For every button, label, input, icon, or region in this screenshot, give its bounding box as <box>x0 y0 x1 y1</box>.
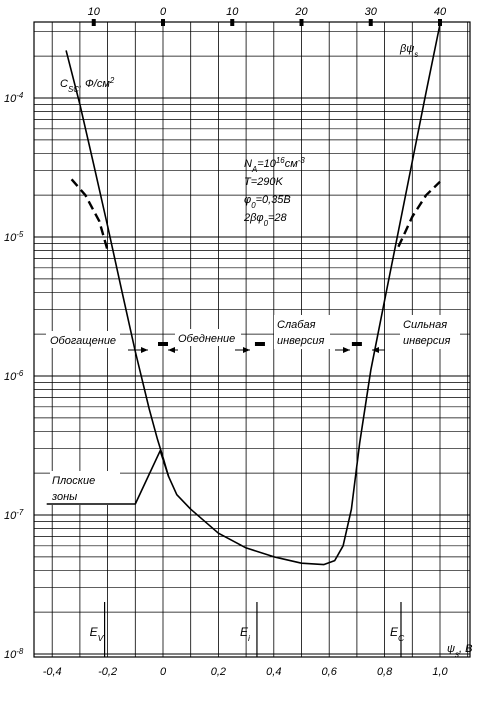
x-axis-label: ψs, В <box>447 643 472 659</box>
y-tick-label: 10-8 <box>4 647 24 662</box>
region-label-bg <box>274 315 330 349</box>
parameter-label: 2βφ0=28 <box>243 212 288 228</box>
region-arrow-head <box>168 347 175 353</box>
region-label-bg <box>46 331 120 348</box>
region-label-bg <box>175 329 241 346</box>
top-tick-label: 10 <box>88 6 101 18</box>
region-label: Слабая <box>277 319 316 331</box>
top-tick-label: 20 <box>294 6 308 18</box>
dashed-curve <box>70 178 109 251</box>
top-tick-label: 30 <box>365 6 378 18</box>
top-tick-mark <box>161 19 165 26</box>
top-tick-mark <box>230 19 235 26</box>
x-tick-label: 0,6 <box>322 666 338 678</box>
top-tick-label: 10 <box>226 6 239 18</box>
energy-label: EV <box>90 625 105 643</box>
region-arrow-head <box>141 347 148 353</box>
energy-label: Ei <box>240 625 251 643</box>
top-tick-label: 0 <box>160 6 167 18</box>
horizontal-grid <box>34 31 470 655</box>
top-tick-label: 40 <box>434 6 447 18</box>
region-label-bg <box>400 315 460 349</box>
flat-band-label: зоны <box>51 491 77 503</box>
flat-band-label: Плоские <box>52 475 95 487</box>
top-tick-mark <box>368 19 373 26</box>
x-tick-label: -0,4 <box>43 666 62 678</box>
top-tick-mark <box>438 19 442 26</box>
dashed-curve <box>397 180 441 248</box>
top-axis-label: βψs <box>399 43 418 59</box>
flat-band-label-bg <box>50 471 120 505</box>
region-label: Обогащение <box>50 335 116 347</box>
region-label: Сильная <box>403 319 447 331</box>
x-tick-label: -0,2 <box>98 666 117 678</box>
plot-frame <box>33 21 471 658</box>
region-arrow-head <box>343 347 350 353</box>
x-tick-label: 0 <box>160 666 167 678</box>
y-tick-label: 10-5 <box>4 230 24 245</box>
region-label: Обеднение <box>178 333 235 345</box>
x-tick-label: 1,0 <box>432 666 448 678</box>
region-boundary <box>254 342 265 346</box>
capacitance-curve <box>46 449 170 505</box>
region-boundary <box>158 342 168 346</box>
x-tick-label: 0,8 <box>377 666 393 678</box>
region-label: инверсия <box>403 335 451 347</box>
region-boundary <box>351 342 362 346</box>
y-tick-label: 10-6 <box>4 369 24 384</box>
parameter-label: NA=1016см-3 <box>244 156 305 174</box>
y-axis-label: CSC, Ф/см2 <box>60 76 115 94</box>
top-tick-mark <box>91 19 96 26</box>
capacitance-curve <box>65 23 441 566</box>
parameter-label: T=290K <box>244 176 283 188</box>
y-tick-label: 10-7 <box>4 508 24 523</box>
x-tick-label: 0,4 <box>266 666 281 678</box>
top-tick-mark <box>299 19 304 26</box>
region-label: инверсия <box>277 335 325 347</box>
y-tick-label: 10-4 <box>4 91 24 106</box>
parameter-label: φ0=0,35В <box>244 194 291 210</box>
energy-label: EC <box>390 625 405 643</box>
x-tick-label: 0,2 <box>211 666 226 678</box>
region-arrow-head <box>243 347 250 353</box>
